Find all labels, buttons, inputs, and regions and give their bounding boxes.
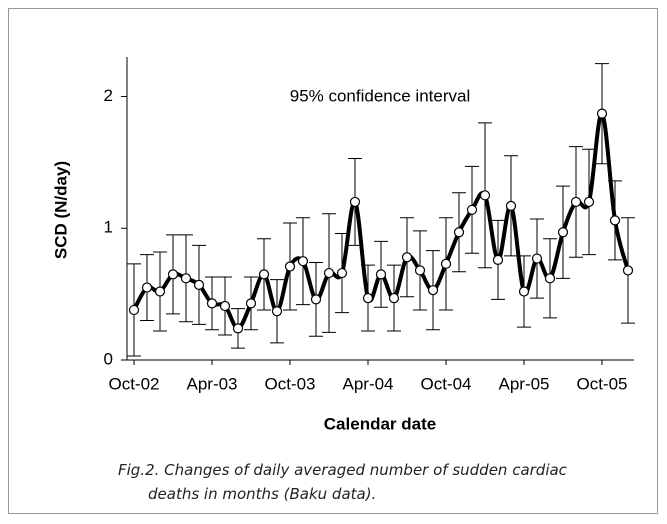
- point: [583, 196, 595, 208]
- x-tick-label: Apr-05: [498, 374, 549, 393]
- x-tick-label: Oct-05: [576, 374, 627, 393]
- x-axis-title: Calendar date: [324, 414, 436, 433]
- point: [232, 323, 244, 334]
- point: [323, 267, 335, 279]
- point: [245, 298, 257, 309]
- point: [284, 261, 296, 272]
- x-tick-label: Apr-03: [186, 374, 237, 393]
- point: [310, 294, 322, 305]
- point: [388, 292, 400, 304]
- point: [531, 253, 543, 264]
- y-axis-title: SCD (N/day): [51, 161, 70, 259]
- figure-caption: Fig.2. Changes of daily averaged number …: [118, 461, 567, 503]
- annotation: 95% confidence interval: [290, 86, 471, 105]
- point: [414, 265, 426, 276]
- x-tick-label: Apr-04: [342, 374, 393, 393]
- point: [557, 227, 569, 238]
- point: [193, 279, 205, 291]
- x-tick-label: Oct-02: [108, 374, 159, 393]
- point: [167, 269, 179, 280]
- point: [570, 196, 582, 208]
- point: [180, 273, 192, 284]
- point: [336, 267, 348, 279]
- point: [544, 273, 556, 284]
- point: [271, 306, 283, 317]
- point: [362, 292, 374, 304]
- y-tick-label: 2: [104, 86, 113, 105]
- point: [479, 190, 491, 201]
- x-tick-label: Oct-03: [264, 374, 315, 393]
- point: [427, 285, 439, 296]
- point: [401, 252, 413, 263]
- point: [219, 300, 231, 312]
- point: [492, 254, 504, 265]
- point: [596, 108, 608, 119]
- x-tick-label: Oct-04: [420, 374, 471, 393]
- point: [258, 269, 270, 280]
- point: [505, 200, 517, 211]
- y-tick-label: 1: [104, 218, 113, 237]
- point: [206, 298, 218, 309]
- point: [622, 265, 634, 276]
- y-tick-label: 0: [104, 349, 113, 368]
- point: [518, 286, 530, 297]
- figure-frame: [8, 8, 658, 514]
- point: [349, 196, 361, 208]
- point: [466, 204, 478, 215]
- point: [297, 256, 309, 267]
- point: [375, 269, 387, 280]
- point: [453, 227, 465, 238]
- point: [440, 258, 452, 269]
- point: [154, 286, 166, 297]
- point: [141, 282, 153, 293]
- point: [609, 215, 621, 226]
- point: [128, 304, 140, 316]
